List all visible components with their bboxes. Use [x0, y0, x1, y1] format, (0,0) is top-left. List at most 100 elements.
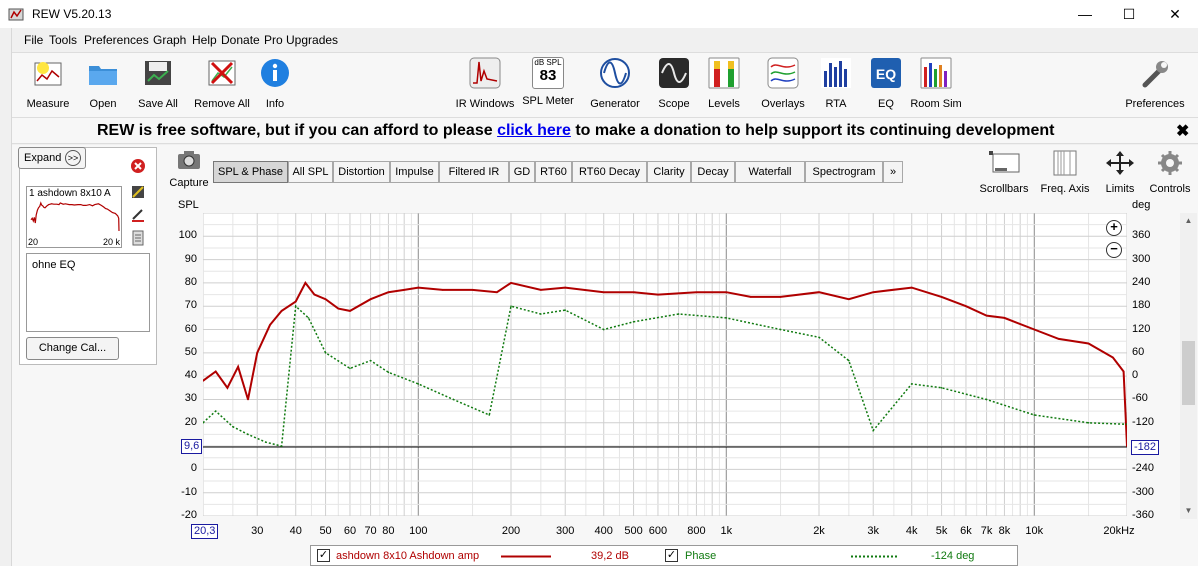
donate-link[interactable]: click here [497, 122, 571, 139]
menu-tools[interactable]: Tools [49, 33, 78, 47]
window-title: REW V5.20.13 [32, 7, 112, 21]
menu-pro-upgrades[interactable]: Pro Upgrades [264, 33, 339, 47]
phase-data-point [910, 383, 913, 385]
spl-trace-swatch [501, 555, 551, 558]
pencil-icon[interactable] [130, 206, 146, 222]
remove-all-button[interactable]: Remove All [192, 55, 252, 110]
rta-button[interactable]: RTA [818, 55, 854, 110]
limits-button[interactable]: Limits [1100, 150, 1140, 195]
phase-data-point [510, 305, 512, 308]
spl-data-point [1003, 317, 1006, 319]
phase-data-point [848, 359, 850, 362]
scroll-up-arrow-icon[interactable]: ▲ [1184, 216, 1193, 225]
spl-data-point [1087, 342, 1090, 345]
tab-gd[interactable]: GD [509, 161, 535, 183]
tab-filtered-ir[interactable]: Filtered IR [439, 161, 509, 183]
expand-button[interactable]: Expand >> [18, 147, 86, 169]
ir-windows-icon [469, 57, 501, 89]
remove-measurement-icon[interactable] [130, 158, 146, 174]
phase-data-point [1087, 421, 1090, 424]
y2-tick-label: 240 [1132, 275, 1151, 288]
y2-tick-label: 120 [1132, 322, 1151, 335]
y2-tick-label: -120 [1132, 415, 1155, 428]
phase-data-point [602, 328, 605, 331]
menu-file[interactable]: File [24, 33, 44, 47]
scrollbar-thumb[interactable] [1182, 341, 1195, 405]
menu-donate[interactable]: Donate [221, 33, 260, 47]
eq-button[interactable]: EQ EQ [868, 55, 904, 110]
tab-all-spl[interactable]: All SPL [288, 161, 333, 183]
change-cal-button[interactable]: Change Cal... [26, 337, 119, 360]
x-tick-label: 5k [935, 525, 948, 537]
spl-data-point [872, 291, 875, 294]
spl-phase-graph[interactable] [203, 213, 1127, 516]
graph-vertical-scrollbar[interactable]: ▲ ▼ [1180, 213, 1197, 519]
maximize-button[interactable]: ☐ [1122, 6, 1136, 22]
overlays-button[interactable]: Overlays [758, 55, 808, 110]
open-button[interactable]: Open [82, 55, 124, 110]
tab-rt60[interactable]: RT60 [535, 161, 572, 183]
y2-tick-label: -360 [1132, 509, 1155, 521]
tab-distortion[interactable]: Distortion [333, 161, 390, 183]
menu-help[interactable]: Help [192, 33, 217, 47]
spl-meter-button[interactable]: dB SPL 83 SPL Meter [522, 57, 574, 107]
phase-data-point [349, 367, 351, 370]
x-tick-label: 800 [687, 525, 706, 537]
menu-preferences[interactable]: Preferences [84, 33, 149, 47]
measure-button[interactable]: Measure [24, 55, 72, 110]
preferences-button[interactable]: Preferences [1120, 55, 1190, 110]
close-button[interactable]: ✕ [1169, 6, 1181, 22]
spl-data-point [940, 296, 943, 298]
zoom-in-icon[interactable]: + [1106, 220, 1122, 236]
spl-data-point [818, 291, 820, 294]
measurement-thumbnail[interactable]: 1 ashdown 8x10 A 20 20 k [26, 186, 122, 248]
spl-data-point [369, 298, 372, 301]
scope-button[interactable]: Scope [654, 55, 694, 110]
info-button[interactable]: Info [258, 55, 292, 110]
info-icon [261, 59, 289, 87]
phase-trace-value: -124 deg [931, 550, 975, 562]
zoom-out-icon[interactable]: − [1106, 242, 1122, 258]
phase-data-point [677, 313, 680, 315]
scrollbars-icon [989, 151, 1020, 173]
levels-button[interactable]: Levels [704, 55, 744, 110]
measurement-notes[interactable]: ohne EQ [26, 253, 150, 332]
spl-data-point [313, 293, 316, 296]
notes-icon[interactable] [130, 230, 146, 246]
spl-data-point [471, 289, 474, 291]
tab-spl-phase[interactable]: SPL & Phase [213, 161, 288, 183]
tab-more[interactable]: » [883, 161, 903, 183]
spl-trace-checkbox[interactable]: ✓ [317, 549, 330, 562]
room-sim-button[interactable]: Room Sim [910, 55, 962, 110]
tab-rt60-decay[interactable]: RT60 Decay [572, 161, 647, 183]
phase-trace-name: Phase [685, 550, 717, 562]
x-tick-label: 40 [289, 525, 302, 537]
tab-waterfall[interactable]: Waterfall [735, 161, 805, 183]
capture-button[interactable]: Capture [168, 150, 210, 189]
spl-data-point [387, 291, 390, 294]
spl-data-point [695, 291, 698, 294]
save-all-button[interactable]: Save All [134, 55, 182, 110]
menu-graph[interactable]: Graph [153, 33, 187, 47]
generator-button[interactable]: Generator [588, 55, 642, 110]
spl-data-point [1033, 328, 1036, 331]
phase-trace-checkbox[interactable]: ✓ [665, 549, 678, 562]
spl-data-point [985, 314, 988, 317]
tab-spectrogram[interactable]: Spectrogram [805, 161, 883, 183]
tab-decay[interactable]: Decay [691, 161, 735, 183]
phase-data-point [214, 410, 217, 412]
scrollbars-button[interactable]: Scrollbars [976, 150, 1032, 195]
controls-button[interactable]: Controls [1146, 150, 1194, 195]
wrench-icon [1142, 61, 1168, 88]
y2-tick-label: 360 [1132, 229, 1151, 242]
spl-data-point [280, 310, 283, 312]
minimize-button[interactable]: — [1078, 6, 1092, 22]
ir-windows-button[interactable]: IR Windows [454, 55, 516, 110]
scroll-down-arrow-icon[interactable]: ▼ [1184, 506, 1193, 515]
phase-data-point [452, 398, 455, 401]
freq-axis-button[interactable]: Freq. Axis [1038, 150, 1092, 195]
tab-clarity[interactable]: Clarity [647, 161, 691, 183]
banner-close-button[interactable]: ✖ [1176, 123, 1190, 140]
tab-impulse[interactable]: Impulse [390, 161, 439, 183]
measurement-color-icon[interactable] [130, 184, 146, 200]
